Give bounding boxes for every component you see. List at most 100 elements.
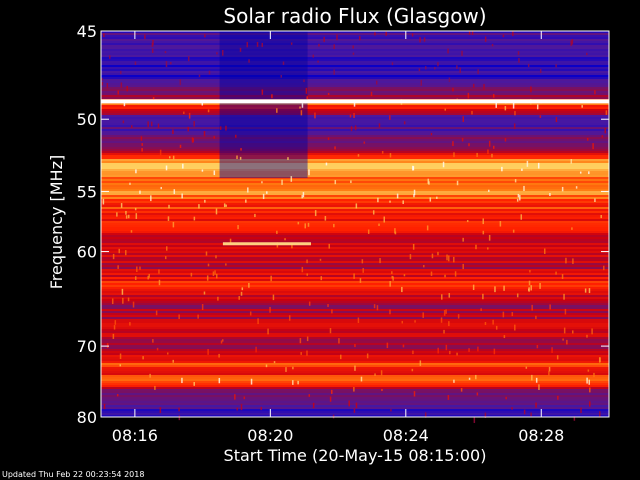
speckle (260, 406, 262, 411)
speckle (120, 82, 123, 88)
speckle (106, 82, 109, 89)
frequency-row (101, 137, 609, 139)
speckle (379, 258, 381, 264)
speckle (420, 80, 423, 86)
speckle (135, 169, 137, 174)
speckle (140, 136, 143, 141)
speckle (422, 312, 424, 318)
speckle (287, 157, 289, 160)
speckle (205, 251, 208, 256)
speckle (352, 45, 354, 49)
speckle (160, 186, 162, 190)
frequency-row (101, 347, 609, 349)
speckle (261, 89, 264, 95)
speckle (325, 162, 328, 166)
frequency-row (101, 145, 609, 147)
speckle (491, 43, 494, 47)
speckle (331, 389, 333, 394)
frequency-row (101, 69, 609, 71)
frequency-row (101, 277, 609, 279)
frequency-row (101, 45, 609, 47)
speckle (431, 253, 434, 259)
speckle (116, 212, 118, 217)
frequency-row (101, 41, 609, 43)
speckle (157, 123, 160, 129)
frequency-row (101, 383, 609, 385)
speckle (462, 237, 464, 242)
frequency-row (101, 191, 609, 193)
frequency-row (101, 315, 609, 317)
speckle (305, 87, 308, 94)
speckle (172, 155, 175, 160)
speckle (178, 415, 181, 421)
frequency-row (101, 141, 609, 143)
speckle (151, 42, 154, 47)
speckle (488, 140, 491, 147)
speckle (482, 293, 484, 300)
y-tick-label: 60 (77, 243, 97, 262)
frequency-row (101, 205, 609, 207)
speckle (413, 194, 415, 198)
speckle (353, 386, 355, 392)
speckle (141, 143, 143, 146)
speckle (531, 374, 533, 381)
speckle (594, 198, 596, 202)
speckle (445, 344, 448, 351)
speckle (530, 412, 532, 417)
speckle (586, 52, 588, 56)
speckle (487, 149, 489, 155)
frequency-row (101, 293, 609, 295)
speckle (183, 111, 185, 115)
speckle (193, 381, 195, 386)
speckle (234, 394, 236, 400)
speckle (443, 329, 445, 334)
speckle (121, 288, 124, 295)
speckle (152, 339, 154, 343)
frequency-row (101, 233, 609, 235)
speckle (170, 61, 172, 65)
frequency-row (101, 249, 609, 251)
speckle (300, 352, 302, 355)
speckle (218, 353, 220, 358)
frequency-row (101, 121, 609, 123)
speckle (572, 258, 574, 264)
speckle (125, 210, 127, 215)
speckle (353, 408, 356, 413)
speckle (134, 61, 137, 65)
speckle (518, 57, 520, 63)
speckle (468, 31, 471, 35)
speckle (449, 350, 451, 355)
speckle (213, 136, 216, 139)
speckle (240, 291, 243, 296)
speckle (493, 348, 496, 355)
speckle (299, 106, 301, 109)
speckle (517, 193, 520, 198)
frequency-row (101, 147, 609, 149)
frequency-row (101, 283, 609, 285)
speckle (488, 189, 490, 192)
speckle (472, 284, 475, 290)
speckle (229, 238, 232, 244)
speckle (437, 251, 439, 256)
speckle (477, 69, 479, 74)
speckle (323, 36, 325, 42)
speckle (359, 278, 362, 283)
y-axis-ticks: 45 50 55 60 70 80 (77, 22, 609, 427)
speckle (198, 74, 201, 78)
frequency-row (101, 273, 609, 275)
speckle (317, 60, 319, 63)
frequency-row (101, 193, 609, 195)
speckle (327, 92, 330, 96)
speckle (147, 275, 149, 280)
speckle (536, 345, 539, 349)
frequency-row (101, 87, 609, 89)
speckle (473, 416, 476, 423)
speckle (120, 203, 123, 208)
frequency-row (101, 57, 609, 59)
speckle (363, 141, 366, 144)
frequency-row (101, 401, 609, 403)
speckle (589, 387, 591, 393)
speckle (120, 70, 122, 75)
speckle (445, 309, 447, 314)
speckle (297, 221, 300, 225)
